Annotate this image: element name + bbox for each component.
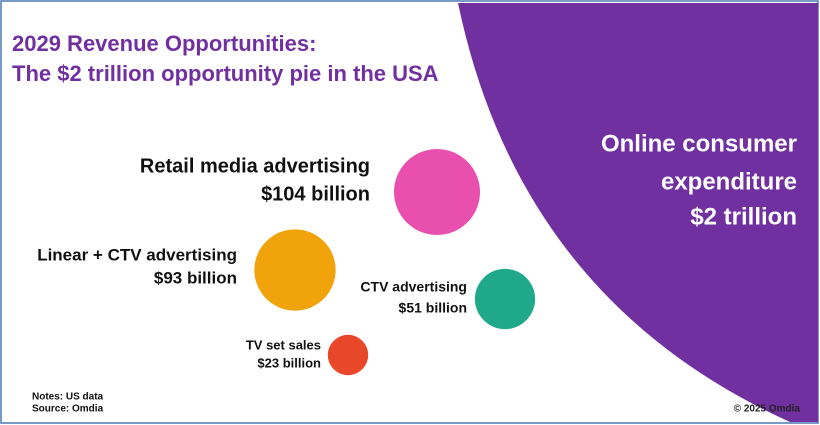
category-label: TV set sales xyxy=(246,337,321,352)
copyright: © 2025 Omdia xyxy=(734,404,801,415)
value-label: $23 billion xyxy=(257,355,321,370)
note: Source: Omdia xyxy=(32,404,104,415)
chart-title: 2029 Revenue Opportunities: xyxy=(12,31,316,56)
bubble xyxy=(474,268,536,330)
note: Notes: US data xyxy=(32,392,104,403)
category-label: Linear + CTV advertising xyxy=(37,245,237,264)
headline-shape xyxy=(458,3,818,422)
value-label: $93 billion xyxy=(154,268,237,287)
headline-text: Online consumer xyxy=(601,130,797,157)
value-label: $51 billion xyxy=(399,300,467,316)
category-label: CTV advertising xyxy=(360,279,467,295)
bubble xyxy=(394,149,480,235)
bubble xyxy=(254,229,336,311)
headline-text: $2 trillion xyxy=(690,203,797,230)
category-label: Retail media advertising xyxy=(140,155,370,177)
chart-title: The $2 trillion opportunity pie in the U… xyxy=(12,61,439,86)
bubble xyxy=(327,334,369,376)
headline-text: expenditure xyxy=(661,168,797,195)
value-label: $104 billion xyxy=(261,183,370,205)
